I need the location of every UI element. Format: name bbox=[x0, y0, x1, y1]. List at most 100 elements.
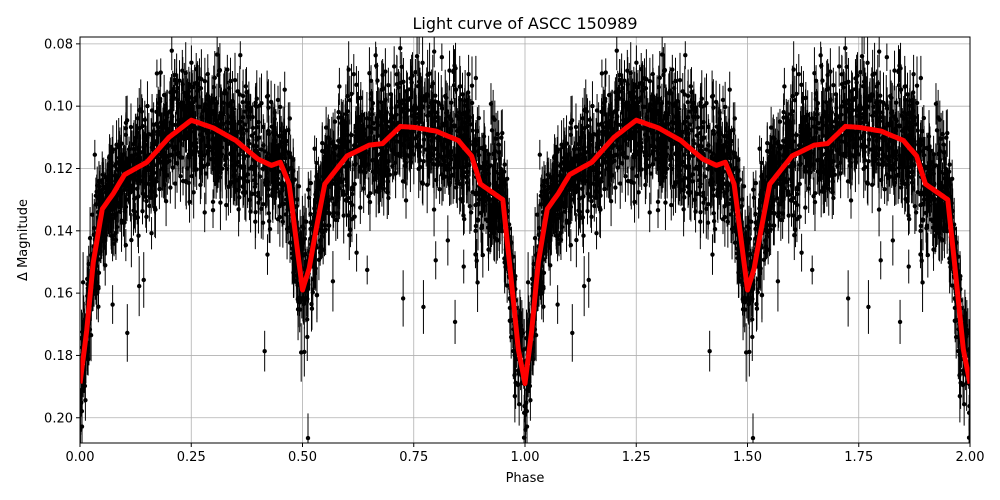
data-point bbox=[768, 125, 774, 130]
data-point bbox=[349, 91, 354, 97]
data-point bbox=[391, 64, 397, 69]
data-point bbox=[944, 135, 949, 140]
data-point bbox=[180, 178, 186, 184]
data-point bbox=[767, 222, 772, 228]
data-point bbox=[751, 187, 756, 192]
data-point bbox=[890, 238, 896, 243]
data-point bbox=[486, 152, 491, 157]
data-point bbox=[594, 231, 599, 236]
data-point bbox=[836, 64, 842, 69]
data-point bbox=[634, 60, 639, 65]
data-point bbox=[454, 185, 459, 190]
data-point bbox=[949, 283, 955, 288]
data-point bbox=[92, 152, 98, 157]
data-point bbox=[899, 185, 904, 190]
data-point bbox=[613, 185, 618, 190]
data-point bbox=[615, 165, 621, 170]
data-point bbox=[786, 213, 791, 218]
data-point bbox=[931, 152, 936, 157]
data-point bbox=[376, 189, 381, 195]
data-point bbox=[414, 54, 420, 59]
data-point bbox=[147, 203, 152, 209]
data-point bbox=[312, 146, 317, 151]
chart-title: Light curve of ASCC 150989 bbox=[412, 14, 637, 33]
data-point bbox=[504, 283, 510, 288]
data-point bbox=[699, 96, 704, 101]
data-point bbox=[657, 75, 662, 80]
data-point bbox=[625, 178, 631, 184]
data-point bbox=[224, 202, 229, 208]
data-point bbox=[757, 146, 762, 151]
data-point bbox=[925, 252, 931, 258]
data-point bbox=[803, 205, 808, 210]
data-point bbox=[170, 165, 176, 170]
data-point bbox=[905, 92, 910, 97]
data-point bbox=[358, 205, 363, 210]
data-point bbox=[461, 216, 467, 222]
data-point bbox=[817, 176, 822, 181]
data-point bbox=[199, 115, 205, 120]
data-point bbox=[461, 213, 466, 218]
data-point bbox=[839, 72, 844, 77]
data-point bbox=[352, 214, 357, 219]
data-point bbox=[753, 180, 759, 186]
data-point bbox=[238, 53, 243, 58]
data-point bbox=[235, 89, 240, 94]
data-point bbox=[643, 182, 648, 188]
data-point bbox=[384, 110, 389, 115]
data-point bbox=[445, 238, 451, 243]
data-point bbox=[906, 264, 911, 269]
data-point bbox=[212, 96, 217, 101]
data-point bbox=[110, 302, 115, 307]
data-point bbox=[499, 135, 504, 140]
data-point bbox=[872, 71, 877, 76]
data-point bbox=[815, 100, 821, 106]
data-point bbox=[354, 250, 359, 255]
data-point bbox=[136, 283, 142, 289]
data-point bbox=[427, 71, 432, 76]
data-point bbox=[420, 60, 425, 66]
data-point bbox=[308, 180, 314, 186]
data-point bbox=[500, 130, 505, 136]
data-point bbox=[876, 207, 882, 212]
data-point bbox=[592, 203, 597, 209]
data-point bbox=[876, 49, 882, 54]
data-point bbox=[906, 213, 911, 218]
data-point bbox=[586, 277, 591, 283]
data-point bbox=[254, 96, 259, 101]
data-point bbox=[475, 201, 481, 207]
data-point bbox=[966, 435, 970, 440]
data-point bbox=[425, 113, 430, 119]
data-point bbox=[480, 252, 486, 258]
data-point bbox=[799, 250, 804, 255]
data-point bbox=[168, 185, 173, 190]
data-point bbox=[722, 104, 728, 110]
data-point bbox=[727, 87, 732, 92]
data-point bbox=[859, 54, 865, 59]
data-point bbox=[920, 201, 926, 207]
data-point bbox=[372, 176, 377, 181]
data-point bbox=[669, 202, 674, 208]
data-point bbox=[821, 189, 826, 195]
data-point bbox=[187, 199, 192, 205]
data-point bbox=[173, 181, 178, 186]
data-point bbox=[212, 75, 217, 80]
data-point bbox=[461, 264, 466, 269]
data-point bbox=[920, 218, 926, 223]
data-point bbox=[129, 237, 134, 243]
data-point bbox=[125, 330, 130, 336]
data-point bbox=[618, 181, 623, 186]
data-point bbox=[865, 181, 871, 186]
data-point bbox=[870, 113, 875, 119]
data-point bbox=[140, 208, 145, 214]
data-point bbox=[431, 207, 437, 212]
data-point bbox=[581, 283, 587, 289]
data-point bbox=[918, 228, 923, 234]
data-point bbox=[685, 93, 691, 99]
data-point bbox=[574, 237, 579, 243]
data-point bbox=[198, 182, 203, 188]
data-point bbox=[447, 68, 452, 73]
data-point bbox=[145, 103, 150, 109]
data-point bbox=[906, 216, 912, 222]
